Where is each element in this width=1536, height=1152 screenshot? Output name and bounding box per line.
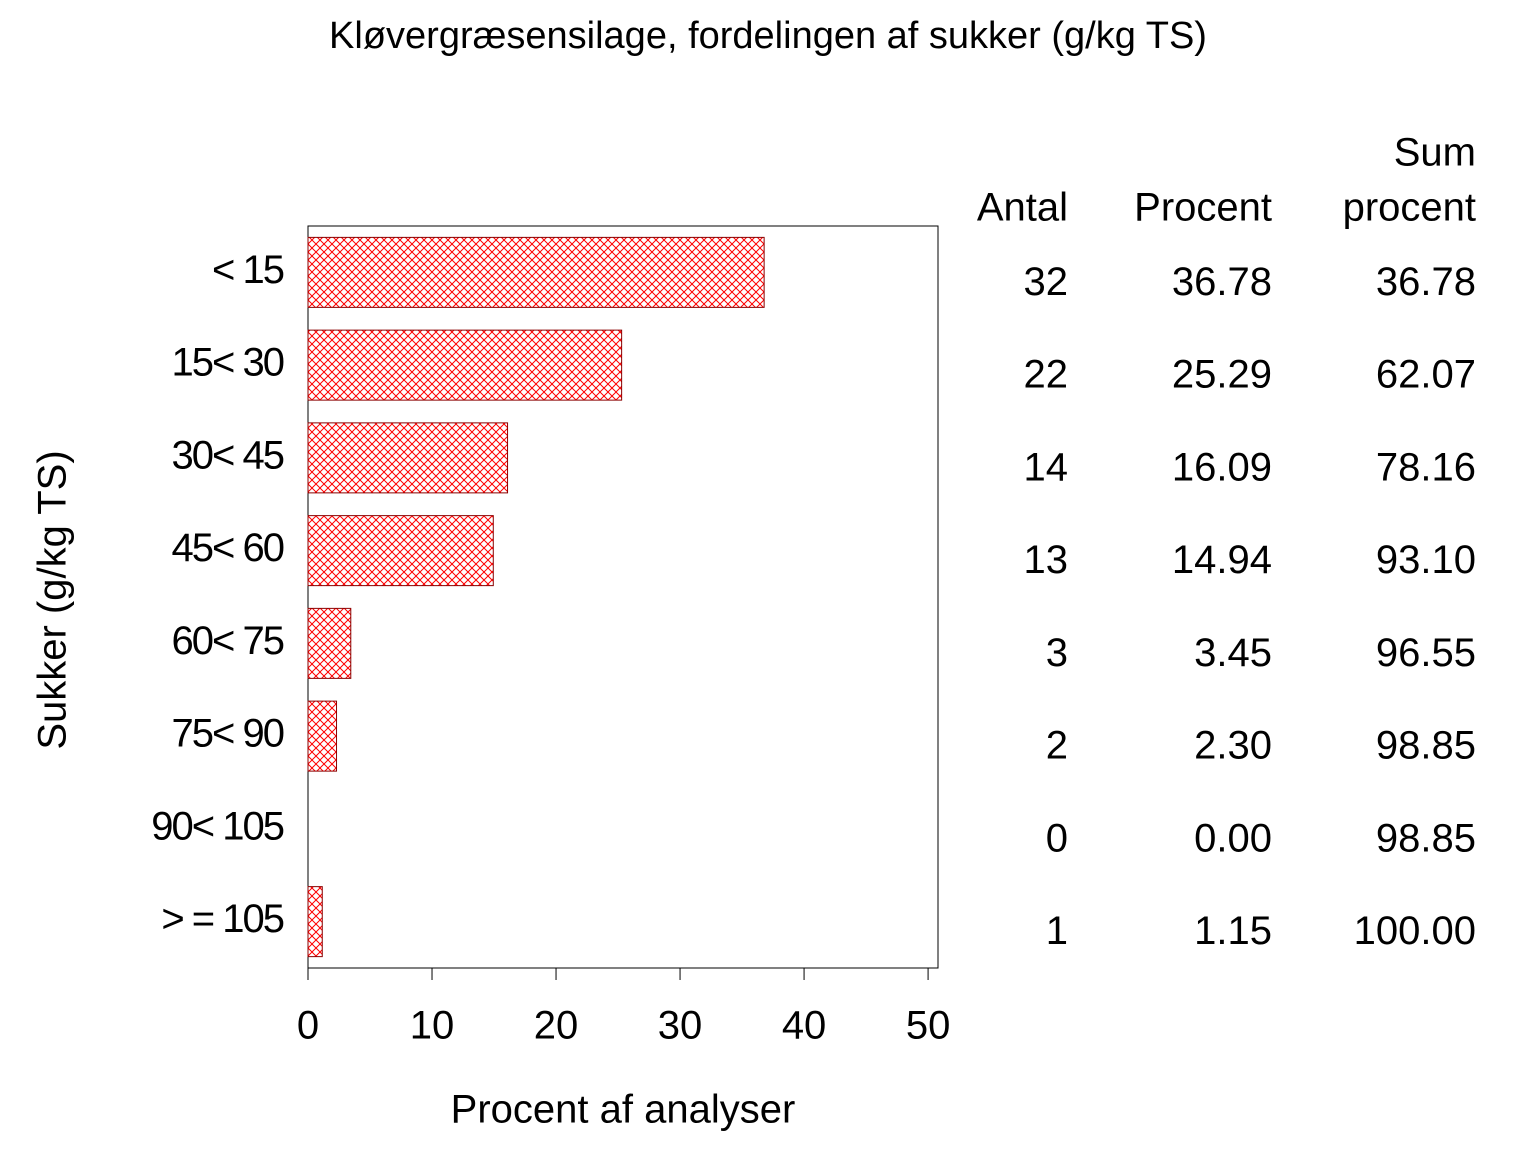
table-cumulative: 78.16 <box>1376 445 1476 489</box>
table-cumulative: 98.85 <box>1376 724 1476 768</box>
x-tick-label: 20 <box>534 1004 579 1048</box>
table-percent: 2.30 <box>1194 724 1272 768</box>
table-count: 2 <box>1046 724 1068 768</box>
table-cumulative: 96.55 <box>1376 631 1476 675</box>
table-cumulative: 98.85 <box>1376 816 1476 860</box>
y-tick-label: 90< 105 <box>151 804 283 848</box>
table-count: 22 <box>1024 353 1069 397</box>
x-tick-label: 40 <box>782 1004 827 1048</box>
table-percent: 16.09 <box>1172 445 1272 489</box>
bar <box>307 515 494 587</box>
table-header: Sum <box>1394 131 1476 175</box>
table-percent: 36.78 <box>1172 260 1272 304</box>
y-tick-label: 75< 90 <box>172 712 284 756</box>
table-count: 32 <box>1024 260 1069 304</box>
y-tick-label: 45< 60 <box>172 526 284 570</box>
bar <box>307 329 623 401</box>
table-cumulative: 36.78 <box>1376 260 1476 304</box>
y-tick-label: < 15 <box>212 248 284 292</box>
table-percent: 0.00 <box>1194 816 1272 860</box>
x-tick-label: 0 <box>297 1004 319 1048</box>
y-tick-label: 15< 30 <box>172 341 284 385</box>
table-count: 1 <box>1046 909 1068 953</box>
table-percent: 14.94 <box>1172 538 1272 582</box>
table-percent: 25.29 <box>1172 353 1272 397</box>
table-count: 14 <box>1024 445 1069 489</box>
table-header: Procent <box>1134 186 1272 230</box>
x-axis-label: Procent af analyser <box>451 1088 796 1132</box>
table-cumulative: 100.00 <box>1354 909 1476 953</box>
table-count: 13 <box>1024 538 1069 582</box>
bar <box>307 886 323 958</box>
y-tick-label: 60< 75 <box>172 619 284 663</box>
table-percent: 3.45 <box>1194 631 1272 675</box>
table-percent: 1.15 <box>1194 909 1272 953</box>
x-tick-label: 10 <box>410 1004 455 1048</box>
table-count: 3 <box>1046 631 1068 675</box>
bar <box>307 422 509 494</box>
y-axis-label: Sukker (g/kg TS) <box>31 450 75 749</box>
plot-frame <box>307 225 939 969</box>
bar <box>307 607 352 679</box>
table-header: procent <box>1343 186 1476 230</box>
table-header: Antal <box>977 186 1068 230</box>
bar <box>307 700 338 772</box>
table-count: 0 <box>1046 816 1068 860</box>
table-cumulative: 93.10 <box>1376 538 1476 582</box>
bar <box>307 236 765 308</box>
chart-title: Kløvergræsensilage, fordelingen af sukke… <box>329 15 1207 57</box>
table-cumulative: 62.07 <box>1376 353 1476 397</box>
y-tick-label: > = 105 <box>161 897 283 941</box>
x-tick-label: 30 <box>658 1004 703 1048</box>
y-tick-label: 30< 45 <box>172 433 284 477</box>
x-tick-label: 50 <box>906 1004 951 1048</box>
